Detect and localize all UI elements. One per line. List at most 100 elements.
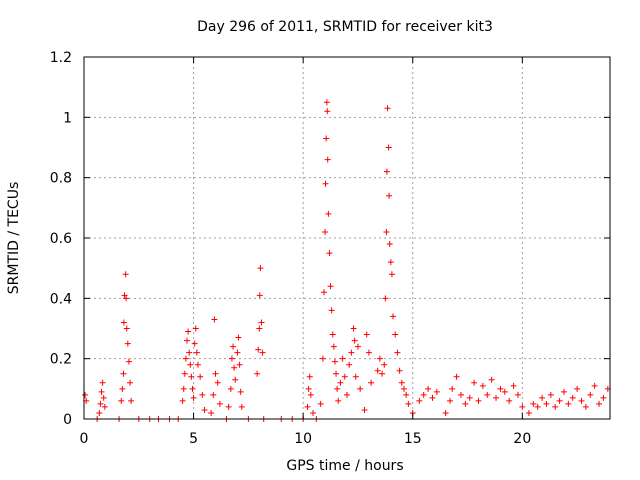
grid bbox=[84, 57, 610, 419]
data-point bbox=[351, 337, 358, 344]
x-tick-label: 10 bbox=[294, 431, 312, 447]
data-point bbox=[119, 385, 126, 392]
data-point bbox=[333, 370, 340, 377]
data-point bbox=[600, 394, 607, 401]
data-point bbox=[329, 331, 336, 338]
data-point bbox=[234, 349, 241, 356]
data-point bbox=[398, 379, 405, 386]
data-point bbox=[449, 385, 456, 392]
y-tick-label: 0.6 bbox=[50, 231, 72, 247]
data-point bbox=[228, 355, 235, 362]
data-point bbox=[354, 343, 361, 350]
data-point bbox=[325, 210, 332, 217]
data-point bbox=[382, 295, 389, 302]
data-point bbox=[96, 409, 103, 416]
data-point bbox=[510, 382, 517, 389]
data-point bbox=[578, 397, 585, 404]
data-point bbox=[429, 394, 436, 401]
data-point bbox=[374, 367, 381, 374]
data-point bbox=[420, 391, 427, 398]
chart-title: Day 296 of 2011, SRMTID for receiver kit… bbox=[197, 19, 493, 35]
data-point bbox=[596, 400, 603, 407]
data-point bbox=[433, 388, 440, 395]
data-point bbox=[317, 400, 324, 407]
data-point bbox=[453, 373, 460, 380]
data-point bbox=[255, 346, 262, 353]
data-point bbox=[539, 394, 546, 401]
data-point bbox=[186, 349, 193, 356]
data-point bbox=[306, 373, 313, 380]
data-point bbox=[339, 355, 346, 362]
data-point bbox=[331, 358, 338, 365]
data-point bbox=[383, 168, 390, 175]
data-point bbox=[383, 228, 390, 235]
data-point bbox=[100, 394, 107, 401]
data-point bbox=[416, 397, 423, 404]
x-tick-label: 5 bbox=[189, 431, 198, 447]
data-point bbox=[587, 391, 594, 398]
data-point bbox=[238, 403, 245, 410]
data-point bbox=[447, 397, 454, 404]
data-point bbox=[191, 340, 198, 347]
data-point bbox=[197, 373, 204, 380]
data-point bbox=[230, 343, 237, 350]
data-point bbox=[328, 307, 335, 314]
data-point bbox=[390, 313, 397, 320]
data-point bbox=[324, 108, 331, 115]
data-point bbox=[493, 394, 500, 401]
data-point bbox=[394, 349, 401, 356]
x-tick-label: 0 bbox=[80, 431, 89, 447]
data-point bbox=[387, 259, 394, 266]
data-point bbox=[307, 391, 314, 398]
data-point bbox=[180, 385, 187, 392]
data-point bbox=[344, 391, 350, 398]
data-point bbox=[386, 241, 393, 248]
data-point bbox=[256, 292, 263, 299]
data-point bbox=[352, 373, 359, 380]
data-point bbox=[388, 271, 395, 278]
data-point bbox=[425, 385, 432, 392]
data-point bbox=[327, 283, 334, 290]
data-point bbox=[319, 355, 326, 362]
x-axis-title: GPS time / hours bbox=[286, 458, 403, 474]
data-point bbox=[98, 388, 105, 395]
data-point bbox=[357, 385, 364, 392]
data-point bbox=[479, 382, 486, 389]
x-tick-label: 15 bbox=[404, 431, 422, 447]
data-point bbox=[212, 370, 219, 377]
data-point bbox=[120, 319, 127, 326]
y-tick-label: 0.4 bbox=[50, 291, 72, 307]
data-point bbox=[386, 192, 393, 199]
data-point bbox=[396, 367, 403, 374]
data-point bbox=[188, 373, 195, 380]
data-point bbox=[193, 349, 200, 356]
data-point bbox=[192, 325, 199, 332]
data-point bbox=[322, 228, 329, 235]
data-point bbox=[216, 400, 223, 407]
y-tick-label: 0 bbox=[63, 412, 72, 428]
data-point bbox=[403, 391, 410, 398]
data-point bbox=[305, 385, 312, 392]
data-point bbox=[337, 379, 344, 386]
data-point bbox=[591, 382, 598, 389]
data-point bbox=[259, 349, 266, 356]
data-point bbox=[187, 361, 194, 368]
data-point bbox=[466, 394, 473, 401]
data-point bbox=[121, 292, 128, 299]
data-point bbox=[320, 289, 327, 296]
data-point bbox=[552, 403, 559, 410]
data-point bbox=[569, 394, 576, 401]
data-point bbox=[471, 379, 478, 386]
data-point bbox=[323, 99, 330, 106]
y-tick-label: 1 bbox=[63, 110, 72, 126]
data-point bbox=[257, 265, 264, 272]
data-point bbox=[525, 409, 532, 416]
data-point bbox=[82, 391, 89, 398]
data-point bbox=[384, 105, 391, 112]
data-point bbox=[185, 328, 192, 335]
data-point bbox=[118, 397, 125, 404]
data-point bbox=[258, 319, 265, 326]
data-point bbox=[99, 379, 106, 386]
data-point bbox=[368, 379, 375, 386]
data-point bbox=[376, 355, 383, 362]
